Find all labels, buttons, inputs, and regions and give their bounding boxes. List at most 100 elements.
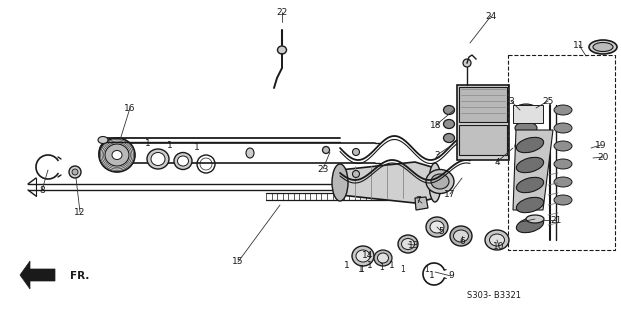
Ellipse shape — [443, 119, 455, 129]
Ellipse shape — [516, 177, 543, 193]
Ellipse shape — [174, 153, 192, 170]
Ellipse shape — [99, 143, 111, 163]
Polygon shape — [415, 197, 428, 210]
Ellipse shape — [98, 137, 108, 143]
Text: 7: 7 — [415, 196, 421, 204]
Ellipse shape — [105, 144, 129, 166]
Ellipse shape — [426, 170, 454, 194]
Ellipse shape — [554, 141, 572, 151]
Ellipse shape — [147, 149, 169, 169]
Ellipse shape — [353, 148, 360, 156]
Ellipse shape — [356, 250, 370, 262]
Text: 17: 17 — [444, 189, 456, 198]
Ellipse shape — [515, 158, 537, 170]
Ellipse shape — [554, 177, 572, 187]
Ellipse shape — [526, 215, 544, 223]
Text: 21: 21 — [550, 215, 561, 225]
Ellipse shape — [374, 250, 392, 266]
Circle shape — [69, 166, 81, 178]
Text: 1: 1 — [425, 266, 429, 275]
Text: 5: 5 — [438, 227, 444, 236]
Ellipse shape — [430, 221, 444, 233]
Ellipse shape — [516, 197, 543, 213]
Ellipse shape — [112, 150, 122, 159]
Bar — [459, 125, 507, 155]
Text: 1: 1 — [379, 263, 384, 273]
Ellipse shape — [378, 253, 389, 263]
Ellipse shape — [353, 171, 360, 178]
Ellipse shape — [515, 140, 537, 152]
Text: 1: 1 — [389, 260, 395, 269]
Text: 1: 1 — [194, 142, 200, 151]
Ellipse shape — [246, 148, 254, 158]
Ellipse shape — [463, 59, 471, 67]
Bar — [513, 105, 543, 123]
Text: 9: 9 — [448, 271, 454, 281]
Text: 1: 1 — [401, 266, 406, 275]
Ellipse shape — [489, 234, 504, 246]
Ellipse shape — [515, 104, 537, 116]
Ellipse shape — [352, 246, 374, 266]
Ellipse shape — [431, 174, 449, 189]
Bar — [457, 85, 509, 160]
Ellipse shape — [332, 164, 348, 201]
Text: 6: 6 — [459, 236, 465, 245]
Text: 15: 15 — [232, 258, 244, 267]
Polygon shape — [340, 162, 435, 203]
Text: S303- B3321: S303- B3321 — [467, 291, 521, 300]
Ellipse shape — [516, 157, 543, 173]
Text: 8: 8 — [39, 186, 45, 195]
Text: 19: 19 — [596, 140, 607, 149]
Ellipse shape — [322, 147, 330, 154]
Ellipse shape — [450, 226, 472, 246]
Text: 12: 12 — [75, 207, 86, 217]
Text: 18: 18 — [430, 121, 442, 130]
Ellipse shape — [554, 123, 572, 133]
Text: 25: 25 — [542, 97, 554, 106]
Ellipse shape — [426, 217, 448, 237]
Ellipse shape — [151, 153, 165, 165]
Ellipse shape — [554, 159, 572, 169]
Text: 1: 1 — [429, 270, 435, 279]
Text: 23: 23 — [317, 164, 329, 173]
Ellipse shape — [515, 176, 537, 188]
Text: 16: 16 — [124, 103, 136, 113]
Text: 13: 13 — [408, 241, 420, 250]
Ellipse shape — [178, 156, 189, 166]
Ellipse shape — [278, 46, 286, 54]
Text: 3: 3 — [508, 97, 514, 106]
Text: 1: 1 — [145, 139, 151, 148]
Ellipse shape — [593, 43, 613, 52]
Text: 4: 4 — [494, 157, 500, 166]
Text: 1: 1 — [358, 266, 364, 275]
Text: 1: 1 — [167, 140, 173, 149]
Ellipse shape — [398, 235, 418, 253]
Ellipse shape — [589, 40, 617, 54]
Text: 20: 20 — [597, 153, 609, 162]
Text: FR.: FR. — [70, 271, 89, 281]
Ellipse shape — [515, 194, 537, 206]
Text: 22: 22 — [276, 7, 288, 17]
Circle shape — [72, 169, 78, 175]
Polygon shape — [513, 130, 553, 210]
Ellipse shape — [453, 230, 468, 242]
Ellipse shape — [429, 163, 441, 202]
Text: 24: 24 — [486, 12, 497, 20]
Ellipse shape — [516, 217, 543, 233]
Ellipse shape — [443, 106, 455, 115]
Ellipse shape — [516, 137, 543, 153]
Ellipse shape — [554, 105, 572, 115]
Text: 1: 1 — [344, 260, 350, 269]
Text: 1: 1 — [367, 260, 373, 269]
Bar — [459, 87, 507, 122]
Ellipse shape — [485, 230, 509, 250]
Polygon shape — [20, 261, 55, 289]
Ellipse shape — [554, 195, 572, 205]
Ellipse shape — [443, 133, 455, 142]
Ellipse shape — [515, 122, 537, 134]
Bar — [508, 55, 615, 250]
Text: 14: 14 — [362, 252, 374, 260]
Ellipse shape — [99, 138, 135, 172]
Text: 1: 1 — [360, 266, 365, 275]
Text: 11: 11 — [573, 41, 585, 50]
